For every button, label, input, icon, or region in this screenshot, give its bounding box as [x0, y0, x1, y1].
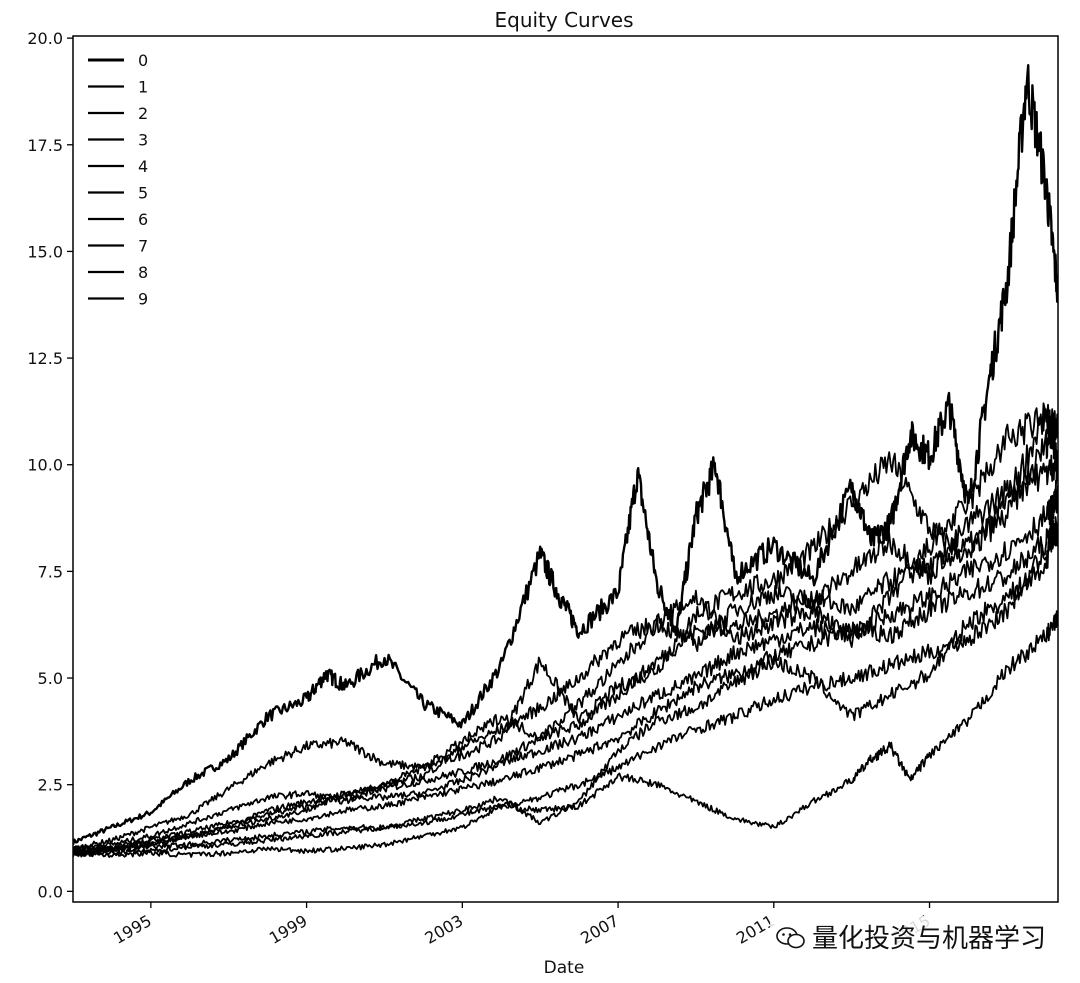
legend-label: 5: [138, 184, 148, 203]
legend-item: 5: [88, 184, 148, 203]
series-line-1: [73, 402, 1058, 851]
series-line-6: [73, 407, 1058, 852]
y-tick-label: 7.5: [38, 562, 63, 581]
series-line-3: [73, 451, 1058, 852]
wechat-icon: [776, 927, 805, 949]
legend-label: 8: [138, 263, 148, 282]
legend-label: 4: [138, 157, 148, 176]
series-line-5: [73, 516, 1058, 856]
series-line-0: [73, 64, 1058, 846]
series-line-4: [73, 484, 1058, 854]
legend-item: 0: [88, 51, 148, 70]
series-line-8: [73, 522, 1058, 854]
legend-item: 2: [88, 104, 148, 123]
legend-item: 4: [88, 157, 148, 176]
x-tick-label: 1995: [110, 911, 155, 948]
legend: 0 1 2 3 4 5 6 7 8 9: [88, 51, 148, 309]
y-tick-label: 15.0: [27, 242, 63, 261]
legend-item: 9: [88, 290, 148, 309]
x-axis-label: Date: [544, 958, 585, 978]
legend-item: 7: [88, 237, 148, 256]
legend-item: 8: [88, 263, 148, 282]
legend-item: 1: [88, 78, 148, 97]
x-tick-label: 2003: [422, 911, 467, 948]
y-axis: 0.0 2.5 5.0 7.5 10.0 12.5 15.0 17.5 20.0: [27, 29, 73, 901]
chart-title: Equity Curves: [494, 8, 633, 32]
y-tick-label: 20.0: [27, 29, 63, 48]
y-tick-label: 0.0: [38, 882, 63, 901]
legend-label: 3: [138, 131, 148, 150]
legend-item: 6: [88, 210, 148, 229]
series-line-7: [73, 463, 1058, 858]
legend-label: 1: [138, 78, 148, 97]
y-tick-label: 10.0: [27, 456, 63, 475]
y-tick-label: 2.5: [38, 776, 63, 795]
y-tick-label: 12.5: [27, 349, 63, 368]
legend-label: 7: [138, 237, 148, 256]
plot-area-frame: [72, 35, 1059, 903]
series-line-9: [73, 610, 1058, 858]
legend-label: 9: [138, 290, 148, 309]
y-tick-label: 5.0: [38, 669, 63, 688]
legend-item: 3: [88, 131, 148, 150]
legend-label: 0: [138, 51, 148, 70]
x-tick-label: 2007: [577, 911, 622, 948]
watermark: 量化投资与机器学习: [770, 916, 1053, 957]
x-tick-label: 1999: [266, 911, 311, 948]
watermark-text: 量化投资与机器学习: [812, 924, 1047, 954]
y-tick-label: 17.5: [27, 136, 63, 155]
legend-label: 6: [138, 210, 148, 229]
legend-label: 2: [138, 104, 148, 123]
